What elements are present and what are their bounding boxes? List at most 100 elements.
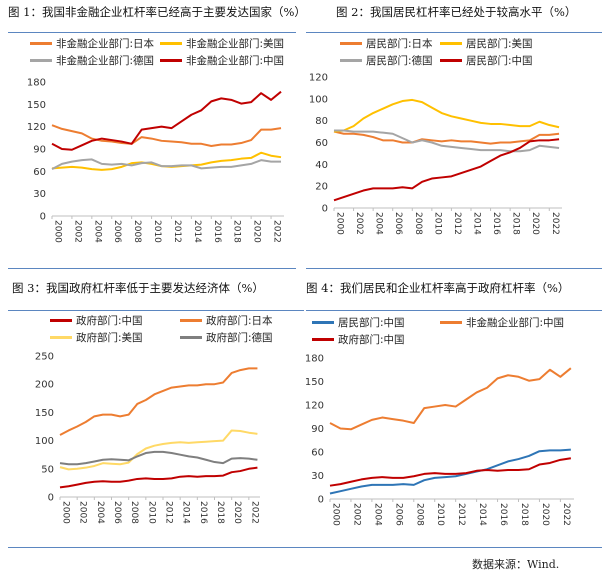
divider [306, 32, 602, 33]
y-tick-label: 180 [27, 78, 46, 89]
series-line-政府部门:美国 [59, 429, 258, 471]
x-tick-label: 2004 [95, 501, 105, 524]
x-tick-label: 2016 [498, 503, 508, 526]
y-tick-label: 40 [315, 160, 328, 171]
x-tick-label: 2004 [374, 212, 384, 235]
legend-swatch [440, 321, 462, 324]
legend-item: 非金融企业部门:日本 [30, 36, 160, 51]
legend-label: 政府部门:美国 [76, 332, 143, 344]
series-line-政府部门:德国 [59, 450, 258, 466]
x-tick-label: 2020 [252, 220, 262, 243]
y-tick-label: 30 [311, 471, 324, 482]
series-line-非金融企业部门:日本 [51, 124, 282, 148]
chart-2-title: 图 2：我国居民杠杆率已经处于较高水平（%） [336, 5, 577, 19]
x-tick-label: 2006 [112, 501, 122, 524]
x-tick-label: 2020 [530, 212, 540, 235]
series-line-非金融企业部门:中国 [329, 367, 572, 431]
x-tick-label: 2000 [61, 501, 71, 524]
chart-3-legend: 政府部门:中国 政府部门:日本政府部门:美国 政府部门:德国 [50, 313, 300, 345]
x-tick-label: 2006 [393, 503, 403, 526]
x-tick-label: 2014 [192, 220, 202, 243]
y-tick-label: 50 [41, 464, 54, 475]
legend-label: 政府部门:日本 [206, 315, 273, 327]
x-tick-label: 2010 [432, 212, 442, 235]
x-tick-label: 2008 [414, 503, 424, 526]
legend-swatch [160, 42, 182, 45]
x-tick-label: 2000 [335, 212, 345, 235]
x-tick-label: 2000 [53, 220, 63, 243]
x-tick-label: 2010 [152, 220, 162, 243]
y-tick-label: 120 [305, 401, 324, 412]
x-tick-label: 2022 [249, 501, 259, 524]
series-line-居民部门:日本 [333, 130, 560, 145]
y-tick-label: 60 [33, 167, 46, 178]
x-tick-label: 2012 [172, 220, 182, 243]
y-tick-label: 150 [35, 408, 54, 419]
x-tick-label: 2002 [78, 501, 88, 524]
x-tick-label: 2010 [146, 501, 156, 524]
divider [8, 547, 602, 548]
legend-item: 居民部门:日本 [340, 36, 440, 51]
legend-swatch [180, 336, 202, 339]
y-tick-label: 120 [309, 73, 328, 84]
legend-label: 政府部门:中国 [76, 315, 143, 327]
legend-item: 非金融企业部门:中国 [160, 53, 290, 68]
legend-swatch [160, 59, 182, 62]
legend-label: 非金融企业部门:中国 [466, 317, 565, 329]
series-line-居民部门:中国 [329, 448, 571, 495]
legend-item: 非金融企业部门:中国 [440, 315, 580, 330]
series-line-居民部门:美国 [333, 98, 560, 133]
legend-label: 居民部门:日本 [366, 38, 433, 50]
series-line-居民部门:中国 [333, 138, 560, 202]
y-tick-label: 60 [311, 448, 324, 459]
legend-swatch [440, 59, 462, 62]
legend-swatch [440, 42, 462, 45]
legend-label: 非金融企业部门:美国 [186, 38, 285, 50]
x-tick-label: 2012 [452, 212, 462, 235]
x-tick-label: 2008 [413, 212, 423, 235]
data-source: 数据来源：Wind. [472, 558, 560, 571]
x-tick-label: 2014 [471, 212, 481, 235]
chart-3-title: 图 3：我国政府杠杆率低于主要发达经济体（%） [12, 281, 264, 295]
legend-label: 政府部门:德国 [206, 332, 273, 344]
y-tick-label: 0 [48, 493, 54, 504]
y-tick-label: 100 [309, 94, 328, 105]
legend-swatch [180, 319, 202, 322]
chart-4: 0 30 60 90 120 150 180 2000 2002 2004 2006 2008 2010… [305, 354, 574, 526]
legend-label: 非金融企业部门:日本 [56, 38, 155, 50]
x-tick-label: 2004 [372, 503, 382, 526]
chart-1-title: 图 1：我国非金融企业杠杆率已经高于主要发达国家（%） [8, 5, 306, 19]
x-tick-label: 2002 [72, 220, 82, 243]
x-tick-label: 2020 [540, 503, 550, 526]
legend-item: 非金融企业部门:美国 [160, 36, 290, 51]
divider [8, 310, 304, 311]
x-tick-label: 2018 [215, 501, 225, 524]
x-tick-label: 2014 [477, 503, 487, 526]
y-tick-label: 30 [33, 189, 46, 200]
series-line-政府部门:中国 [59, 466, 258, 489]
legend-label: 政府部门:中国 [338, 334, 405, 346]
x-tick-label: 2022 [272, 220, 282, 243]
x-tick-label: 2016 [491, 212, 501, 235]
legend-swatch [30, 59, 52, 62]
y-tick-label: 0 [322, 204, 328, 215]
x-tick-label: 2020 [232, 501, 242, 524]
legend-swatch [312, 321, 334, 324]
x-tick-label: 2008 [132, 220, 142, 243]
legend-item: 居民部门:中国 [440, 53, 550, 68]
y-tick-label: 0 [40, 212, 46, 223]
chart-2-legend: 居民部门:日本 居民部门:美国 居民部门:德国 居民部门:中国 [340, 36, 550, 68]
legend-item: 居民部门:德国 [340, 53, 440, 68]
x-tick-label: 2018 [511, 212, 521, 235]
x-tick-label: 2000 [331, 503, 341, 526]
legend-swatch [30, 42, 52, 45]
x-tick-label: 2002 [351, 503, 361, 526]
legend-item: 政府部门:中国 [312, 332, 440, 347]
x-tick-label: 2018 [232, 220, 242, 243]
y-tick-label: 180 [305, 354, 324, 365]
x-tick-label: 2010 [435, 503, 445, 526]
divider [8, 32, 296, 33]
series-line-非金融企业部门:美国 [51, 151, 282, 171]
x-tick-label: 2008 [129, 501, 139, 524]
